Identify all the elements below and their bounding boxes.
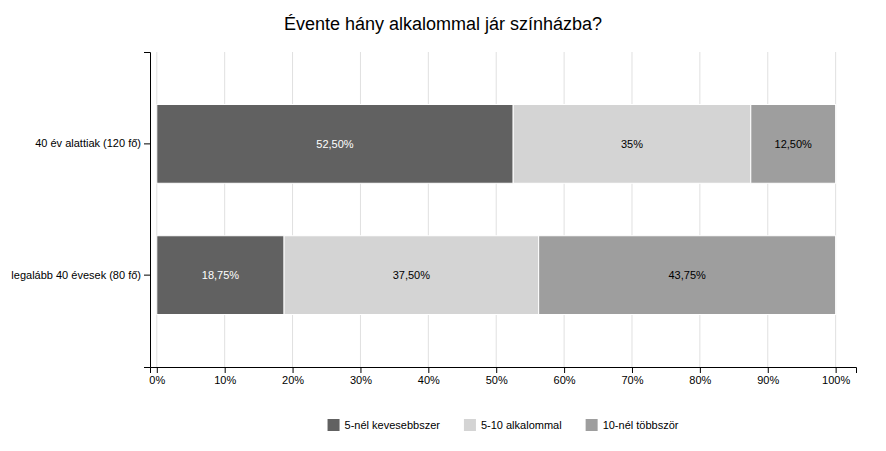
bar xyxy=(284,236,539,315)
grid-line xyxy=(156,52,157,367)
legend: 5-nél kevesebbszer 5-10 alkalommal 10-nél … xyxy=(328,419,679,431)
x-tick-mark xyxy=(836,367,837,373)
x-tick-label: 20% xyxy=(282,374,304,386)
bar xyxy=(539,236,836,315)
y-tick-label: 40 év alattiak (120 fő) xyxy=(35,137,141,149)
bar xyxy=(513,105,751,184)
bars xyxy=(157,105,836,315)
grid-line xyxy=(428,52,429,367)
grid-line xyxy=(224,52,225,367)
x-axis-line xyxy=(151,368,857,374)
x-tick-label: 90% xyxy=(757,374,779,386)
x-tick: 10% xyxy=(214,367,236,386)
x-tick-label: 80% xyxy=(689,374,711,386)
grid-line xyxy=(631,52,632,367)
title: Évente hány alkalommal jár színházba? xyxy=(284,14,602,34)
x-tick: 100% xyxy=(822,367,850,386)
x-tick-mark xyxy=(564,367,565,373)
x-tick: 90% xyxy=(757,367,779,386)
data-labels: 52,50% 18,75% 35% 37,50% 12,50% 43,75% xyxy=(202,138,812,281)
x-tick-mark xyxy=(496,367,497,373)
grid-line xyxy=(767,52,768,367)
x-tick-mark xyxy=(293,367,294,373)
x-tick: 0% xyxy=(149,367,165,386)
x-tick-label: 100% xyxy=(822,374,850,386)
data-label: 52,50% xyxy=(316,138,354,150)
legend-label: 5-nél kevesebbszer xyxy=(345,419,441,431)
x-tick-mark xyxy=(360,367,361,373)
series xyxy=(539,105,836,315)
y-tick-mark xyxy=(144,143,150,144)
x-tick: 50% xyxy=(486,367,508,386)
grid xyxy=(157,52,836,367)
chart: 52,50% 18,75% 35% 37,50% 12,50% 43,75% 0% 10% 20… xyxy=(0,0,886,451)
x-tick-mark xyxy=(632,367,633,373)
grid-line xyxy=(564,52,565,367)
x-tick-mark xyxy=(428,367,429,373)
x-tick-label: 10% xyxy=(214,374,236,386)
data-label: 37,50% xyxy=(393,269,431,281)
legend-swatch xyxy=(586,419,598,431)
legend-swatch xyxy=(464,419,476,431)
x-tick-label: 60% xyxy=(554,374,576,386)
legend-swatch xyxy=(328,419,340,431)
x-tick: 60% xyxy=(554,367,576,386)
legend-item: 10-nél többször xyxy=(586,419,679,431)
grid-line xyxy=(699,52,700,367)
grid-line xyxy=(360,52,361,367)
x-tick: 80% xyxy=(689,367,711,386)
x-tick-mark xyxy=(768,367,769,373)
x-tick-label: 40% xyxy=(418,374,440,386)
x-axis: 0% 10% 20% 30% 40% 50% 60% 70% 80% 90% 100% xyxy=(149,367,856,386)
bar xyxy=(751,105,836,184)
y-tick: legalább 40 évesek (80 fő) xyxy=(11,269,150,281)
legend-item: 5-10 alkalommal xyxy=(464,419,562,431)
plot: 52,50% 18,75% 35% 37,50% 12,50% 43,75% 0% 10% 20… xyxy=(11,52,856,386)
x-tick: 70% xyxy=(621,367,643,386)
y-tick: 40 év alattiak (120 fő) xyxy=(35,137,150,149)
x-tick-label: 0% xyxy=(149,374,165,386)
x-tick-label: 70% xyxy=(621,374,643,386)
data-label: 18,75% xyxy=(202,269,240,281)
y-tick-mark xyxy=(144,275,150,276)
bar xyxy=(157,105,513,184)
x-tick: 20% xyxy=(282,367,304,386)
data-label: 35% xyxy=(621,138,643,150)
grid-line xyxy=(496,52,497,367)
legend-label: 10-nél többször xyxy=(603,419,679,431)
x-tick-mark xyxy=(225,367,226,373)
x-tick-label: 50% xyxy=(486,374,508,386)
grid-line xyxy=(835,52,836,367)
data-label: 12,50% xyxy=(775,138,813,150)
x-tick-mark xyxy=(700,367,701,373)
y-axis-line xyxy=(144,53,151,368)
y-axis: 40 év alattiak (120 fő) legalább 40 évese… xyxy=(11,53,150,368)
bar xyxy=(157,236,284,315)
x-tick-mark xyxy=(157,367,158,373)
x-tick: 40% xyxy=(418,367,440,386)
legend-item: 5-nél kevesebbszer xyxy=(328,419,441,431)
y-tick-label: legalább 40 évesek (80 fő) xyxy=(11,269,141,281)
x-tick: 30% xyxy=(350,367,372,386)
data-label: 43,75% xyxy=(668,269,706,281)
legend-label: 5-10 alkalommal xyxy=(481,419,562,431)
grid-line xyxy=(292,52,293,367)
x-tick-label: 30% xyxy=(350,374,372,386)
